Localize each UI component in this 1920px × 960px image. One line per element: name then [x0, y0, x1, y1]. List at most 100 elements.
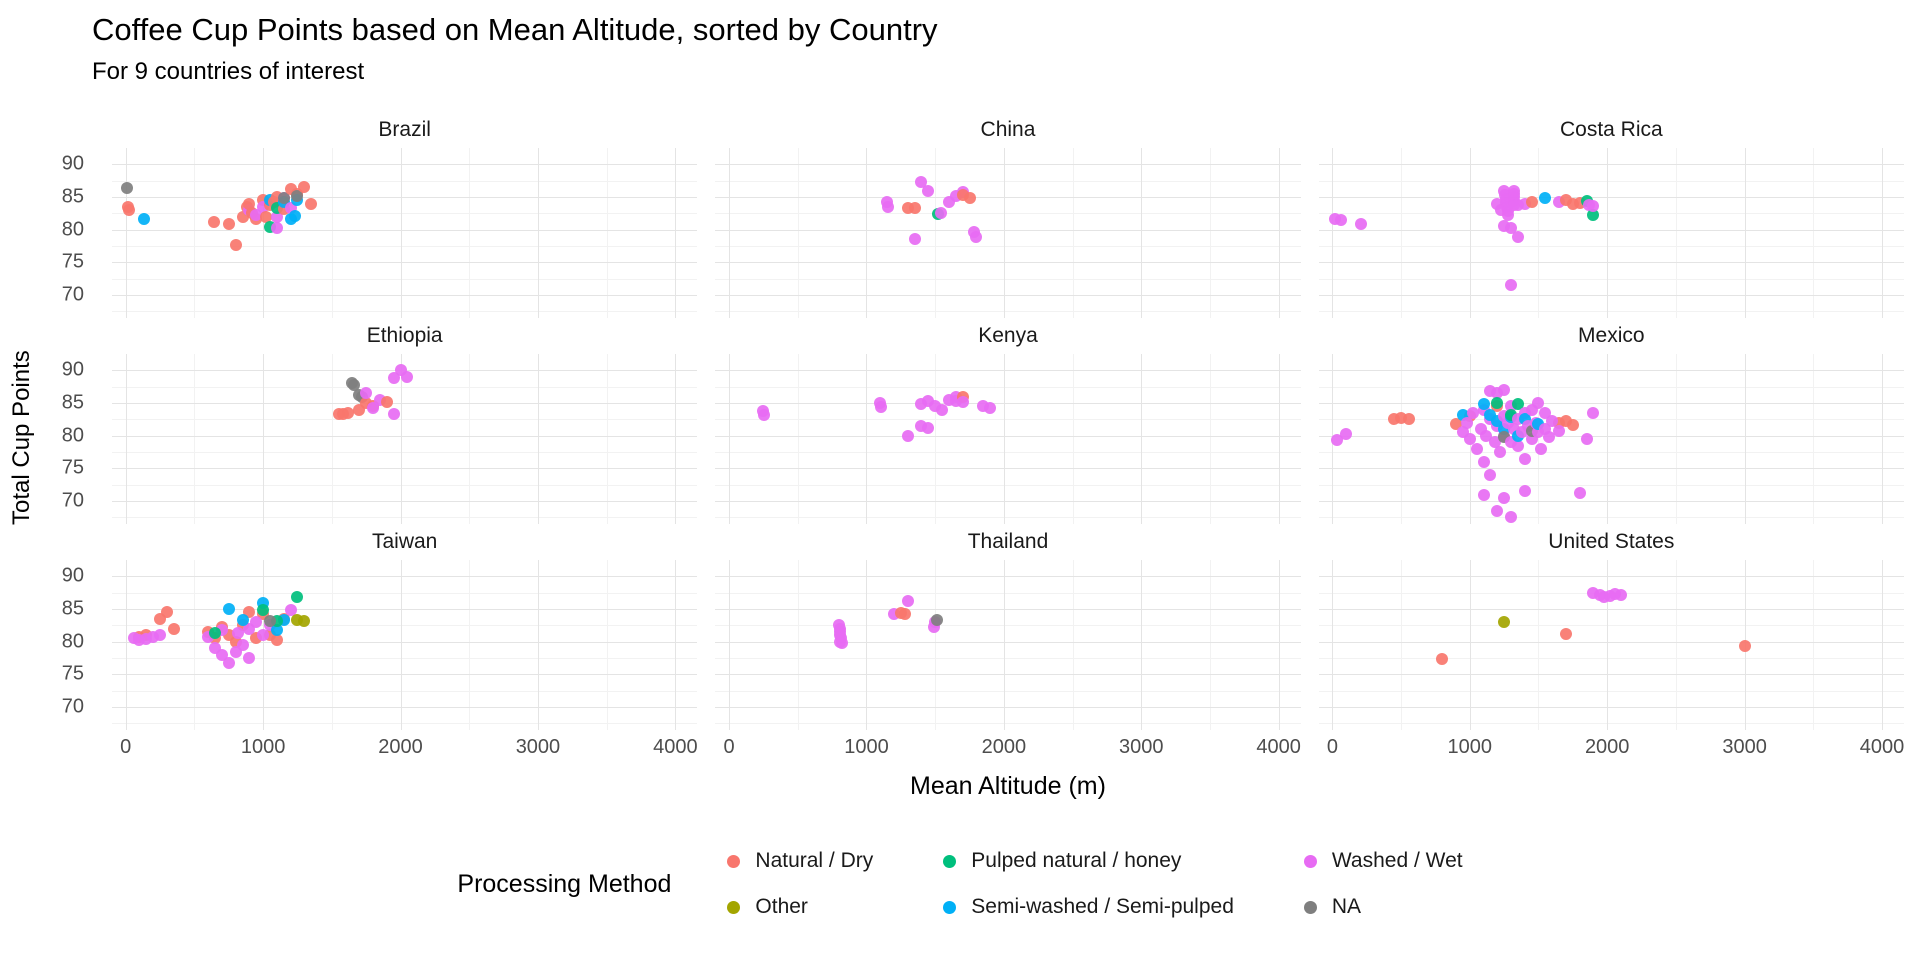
- gridline: [112, 674, 698, 676]
- gridline: [1318, 707, 1904, 709]
- data-point: [1546, 414, 1559, 427]
- data-point: [167, 622, 180, 635]
- x-tick-label: 4000: [1859, 736, 1905, 758]
- legend-entry-label: NA: [1331, 895, 1362, 918]
- x-tick-label: 3000: [1722, 736, 1767, 758]
- gridline: [606, 560, 608, 730]
- legend-swatch-icon: [727, 854, 741, 868]
- gridline: [1003, 148, 1005, 318]
- gridline: [715, 641, 1301, 643]
- gridline: [1318, 197, 1904, 199]
- gridline: [715, 164, 1301, 166]
- x-tick-label: 0: [723, 736, 735, 758]
- gridline: [1332, 560, 1334, 730]
- gridline: [331, 354, 333, 524]
- gridline: [715, 658, 1301, 660]
- gridline: [1318, 246, 1904, 248]
- legend-entry: Washed / Wet: [1303, 849, 1463, 873]
- gridline: [1318, 311, 1904, 313]
- legend-swatch-icon: [943, 900, 957, 914]
- gridline: [1675, 560, 1677, 730]
- data-point: [1403, 412, 1416, 425]
- data-point: [1543, 431, 1556, 444]
- data-point: [1466, 406, 1479, 419]
- gridline: [1318, 180, 1904, 182]
- data-point: [305, 197, 318, 210]
- data-point: [1484, 468, 1497, 481]
- gridline: [729, 148, 731, 318]
- x-tick-label: 4000: [1256, 736, 1301, 758]
- data-point: [123, 204, 136, 217]
- gridline: [715, 468, 1301, 470]
- gridline: [729, 560, 731, 730]
- gridline: [797, 354, 799, 524]
- facet-panel-united-states: [1318, 560, 1904, 730]
- gridline: [112, 452, 698, 454]
- gridline: [1318, 435, 1904, 437]
- gridline: [1278, 148, 1280, 318]
- legend-entry-label: Semi-washed / Semi-pulped: [971, 895, 1234, 918]
- data-point: [1477, 488, 1490, 501]
- gridline: [1318, 229, 1904, 231]
- y-tick-label: 90: [61, 152, 84, 175]
- y-axis-ticks: 90 85 80 75 70: [30, 560, 94, 730]
- y-tick-label: 85: [61, 597, 84, 620]
- data-point: [1498, 383, 1511, 396]
- legend-entry: Semi-washed / Semi-pulped: [943, 895, 1234, 919]
- gridline: [1538, 354, 1540, 524]
- data-point: [222, 217, 235, 230]
- gridline: [263, 354, 265, 524]
- x-axis-ticks: 0 1000 2000 3000 4000: [715, 730, 1301, 764]
- facet-title-costa-rica: Costa Rica: [1559, 118, 1663, 141]
- gridline: [1607, 148, 1609, 318]
- gridline: [112, 517, 698, 519]
- facet-title-taiwan: Taiwan: [371, 530, 438, 553]
- gridline: [1318, 452, 1904, 454]
- data-point: [970, 230, 983, 243]
- gridline: [112, 658, 698, 660]
- gridline: [1318, 213, 1904, 215]
- facet-title-mexico: Mexico: [1578, 324, 1645, 347]
- gridline: [194, 560, 196, 730]
- y-tick-label: 70: [61, 489, 84, 512]
- gridline: [1278, 354, 1280, 524]
- data-point: [922, 421, 935, 434]
- legend-entries: Natural / Dry Other Pulped natural / honey…: [727, 838, 1463, 930]
- legend-entry: Pulped natural / honey: [943, 849, 1234, 873]
- gridline: [112, 213, 698, 215]
- gridline: [675, 148, 677, 318]
- gridline: [1318, 468, 1904, 470]
- gridline: [1141, 354, 1143, 524]
- gridline: [125, 560, 127, 730]
- x-tick-label: 1000: [1447, 736, 1493, 758]
- gridline: [112, 625, 698, 627]
- gridline: [729, 354, 731, 524]
- gridline: [715, 576, 1301, 578]
- gridline: [331, 560, 333, 730]
- facet-title-kenya: Kenya: [978, 324, 1038, 347]
- data-point: [380, 395, 393, 408]
- gridline: [1278, 560, 1280, 730]
- gridline: [715, 278, 1301, 280]
- data-point: [207, 215, 220, 228]
- gridline: [537, 560, 539, 730]
- gridline: [1318, 370, 1904, 372]
- gridline: [715, 403, 1301, 405]
- x-axis-ticks: 0 1000 2000 3000 4000: [1319, 730, 1904, 764]
- gridline: [715, 295, 1301, 297]
- gridline: [400, 560, 402, 730]
- gridline: [866, 560, 868, 730]
- data-point: [1518, 485, 1531, 498]
- gridline: [715, 723, 1301, 725]
- gridline: [1318, 609, 1904, 611]
- data-point: [298, 614, 311, 627]
- x-tick-label: 0: [1326, 736, 1338, 758]
- gridline: [112, 419, 698, 421]
- gridline: [112, 246, 698, 248]
- data-point: [257, 604, 270, 617]
- legend-swatch-icon: [727, 900, 741, 914]
- gridline: [1209, 560, 1211, 730]
- gridline: [1318, 262, 1904, 264]
- gridline: [1209, 354, 1211, 524]
